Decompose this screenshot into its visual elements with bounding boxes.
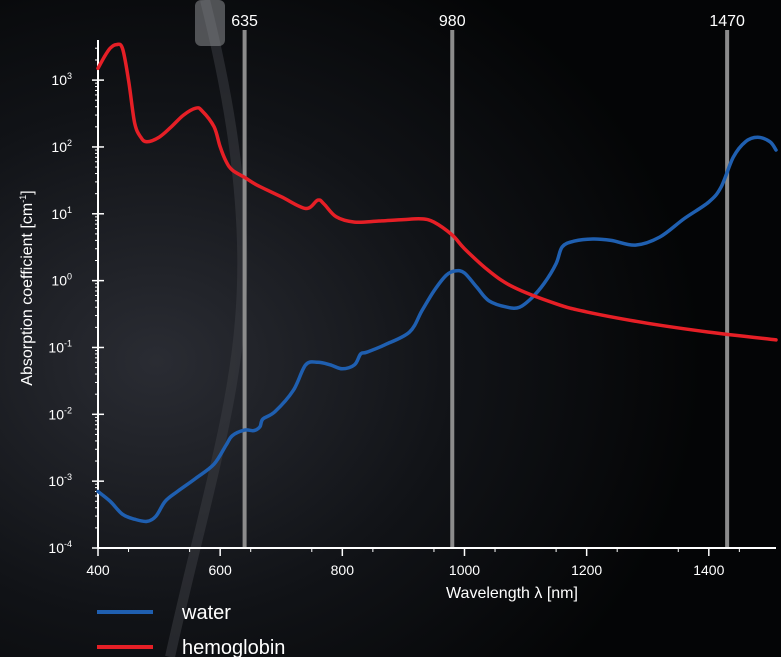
legend-label-hemoglobin: hemoglobin bbox=[182, 637, 285, 657]
y-tick-label--3: 10-3 bbox=[48, 472, 72, 489]
marker-label-980: 980 bbox=[439, 13, 466, 30]
series-line-water bbox=[96, 135, 778, 524]
y-tick-label--2: 10-2 bbox=[48, 405, 72, 422]
x-tick-label-600: 600 bbox=[208, 562, 232, 578]
legend: water hemoglobin bbox=[97, 602, 285, 657]
series-lines bbox=[96, 42, 778, 524]
marker-label-635: 635 bbox=[231, 13, 258, 30]
background-plug-shape bbox=[195, 0, 225, 46]
x-tick-label-1400: 1400 bbox=[693, 562, 724, 578]
marker-label-1470: 1470 bbox=[709, 13, 745, 30]
series-line-hemoglobin bbox=[96, 42, 778, 342]
y-axis-title: Absorption coefficient [cm-1] bbox=[18, 190, 36, 385]
x-tick-label-400: 400 bbox=[86, 562, 110, 578]
vertical-markers: 635 980 1470 bbox=[231, 13, 745, 548]
y-tick-label-2: 102 bbox=[51, 138, 72, 155]
y-tick-label--1: 10-1 bbox=[48, 338, 72, 355]
x-tick-label-1200: 1200 bbox=[571, 562, 602, 578]
y-tick-label-0: 100 bbox=[51, 272, 72, 289]
x-tick-label-1000: 1000 bbox=[449, 562, 480, 578]
x-tick-label-800: 800 bbox=[331, 562, 355, 578]
legend-label-water: water bbox=[181, 602, 231, 624]
background-cable-shape bbox=[165, 0, 248, 657]
axes: 10-4 10-3 10-2 10-1 100 101 102 103 400 600 800 100… bbox=[48, 40, 776, 578]
y-tick-label-1: 101 bbox=[51, 205, 72, 222]
x-axis-title: Wavelength λ [nm] bbox=[446, 585, 578, 602]
y-tick-label-3: 103 bbox=[51, 71, 72, 88]
y-tick-label--4: 10-4 bbox=[48, 539, 72, 556]
